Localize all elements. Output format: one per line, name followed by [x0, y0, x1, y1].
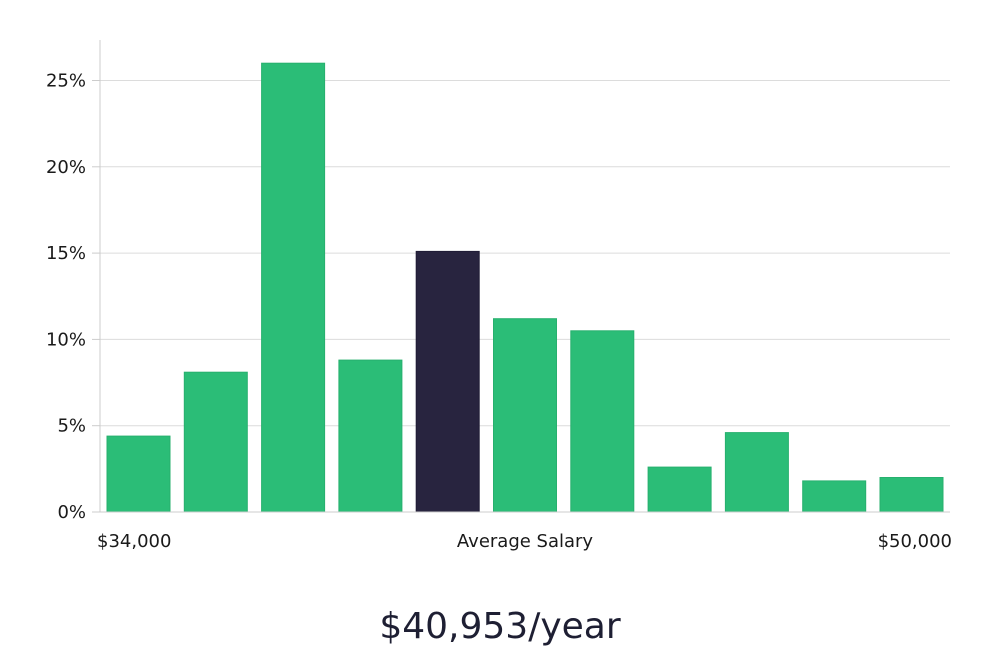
bar-average-salary — [415, 250, 480, 513]
bar — [261, 62, 326, 513]
bar — [879, 477, 944, 513]
gridlines — [100, 80, 950, 427]
bar — [802, 480, 867, 513]
average-salary-value: $40,953/year — [379, 606, 621, 647]
bars — [106, 62, 944, 513]
chart-canvas: 0% 5% 10% 15% 20% 25% $34,000 Average Salary $50… — [46, 40, 952, 553]
bar — [106, 435, 171, 513]
labels: 0% 5% 10% 15% 20% 25% $34,000 Average Salary $50… — [46, 71, 952, 553]
bar — [493, 318, 557, 513]
y-tick-label: 5% — [57, 416, 86, 437]
y-tick-label: 25% — [46, 71, 86, 92]
x-axis-label: Average Salary — [457, 531, 594, 552]
y-tick-label: 20% — [46, 157, 86, 178]
bar — [724, 432, 789, 513]
y-tick-label: 10% — [46, 329, 86, 350]
y-tick-label: 15% — [46, 243, 86, 264]
x-range-max-label: $50,000 — [878, 531, 952, 552]
axes — [92, 40, 950, 513]
bar — [570, 330, 635, 513]
bar — [647, 466, 712, 513]
bar — [183, 371, 248, 513]
y-tick-label: 0% — [57, 502, 86, 523]
x-range-min-label: $34,000 — [97, 531, 171, 552]
bar — [338, 359, 403, 513]
